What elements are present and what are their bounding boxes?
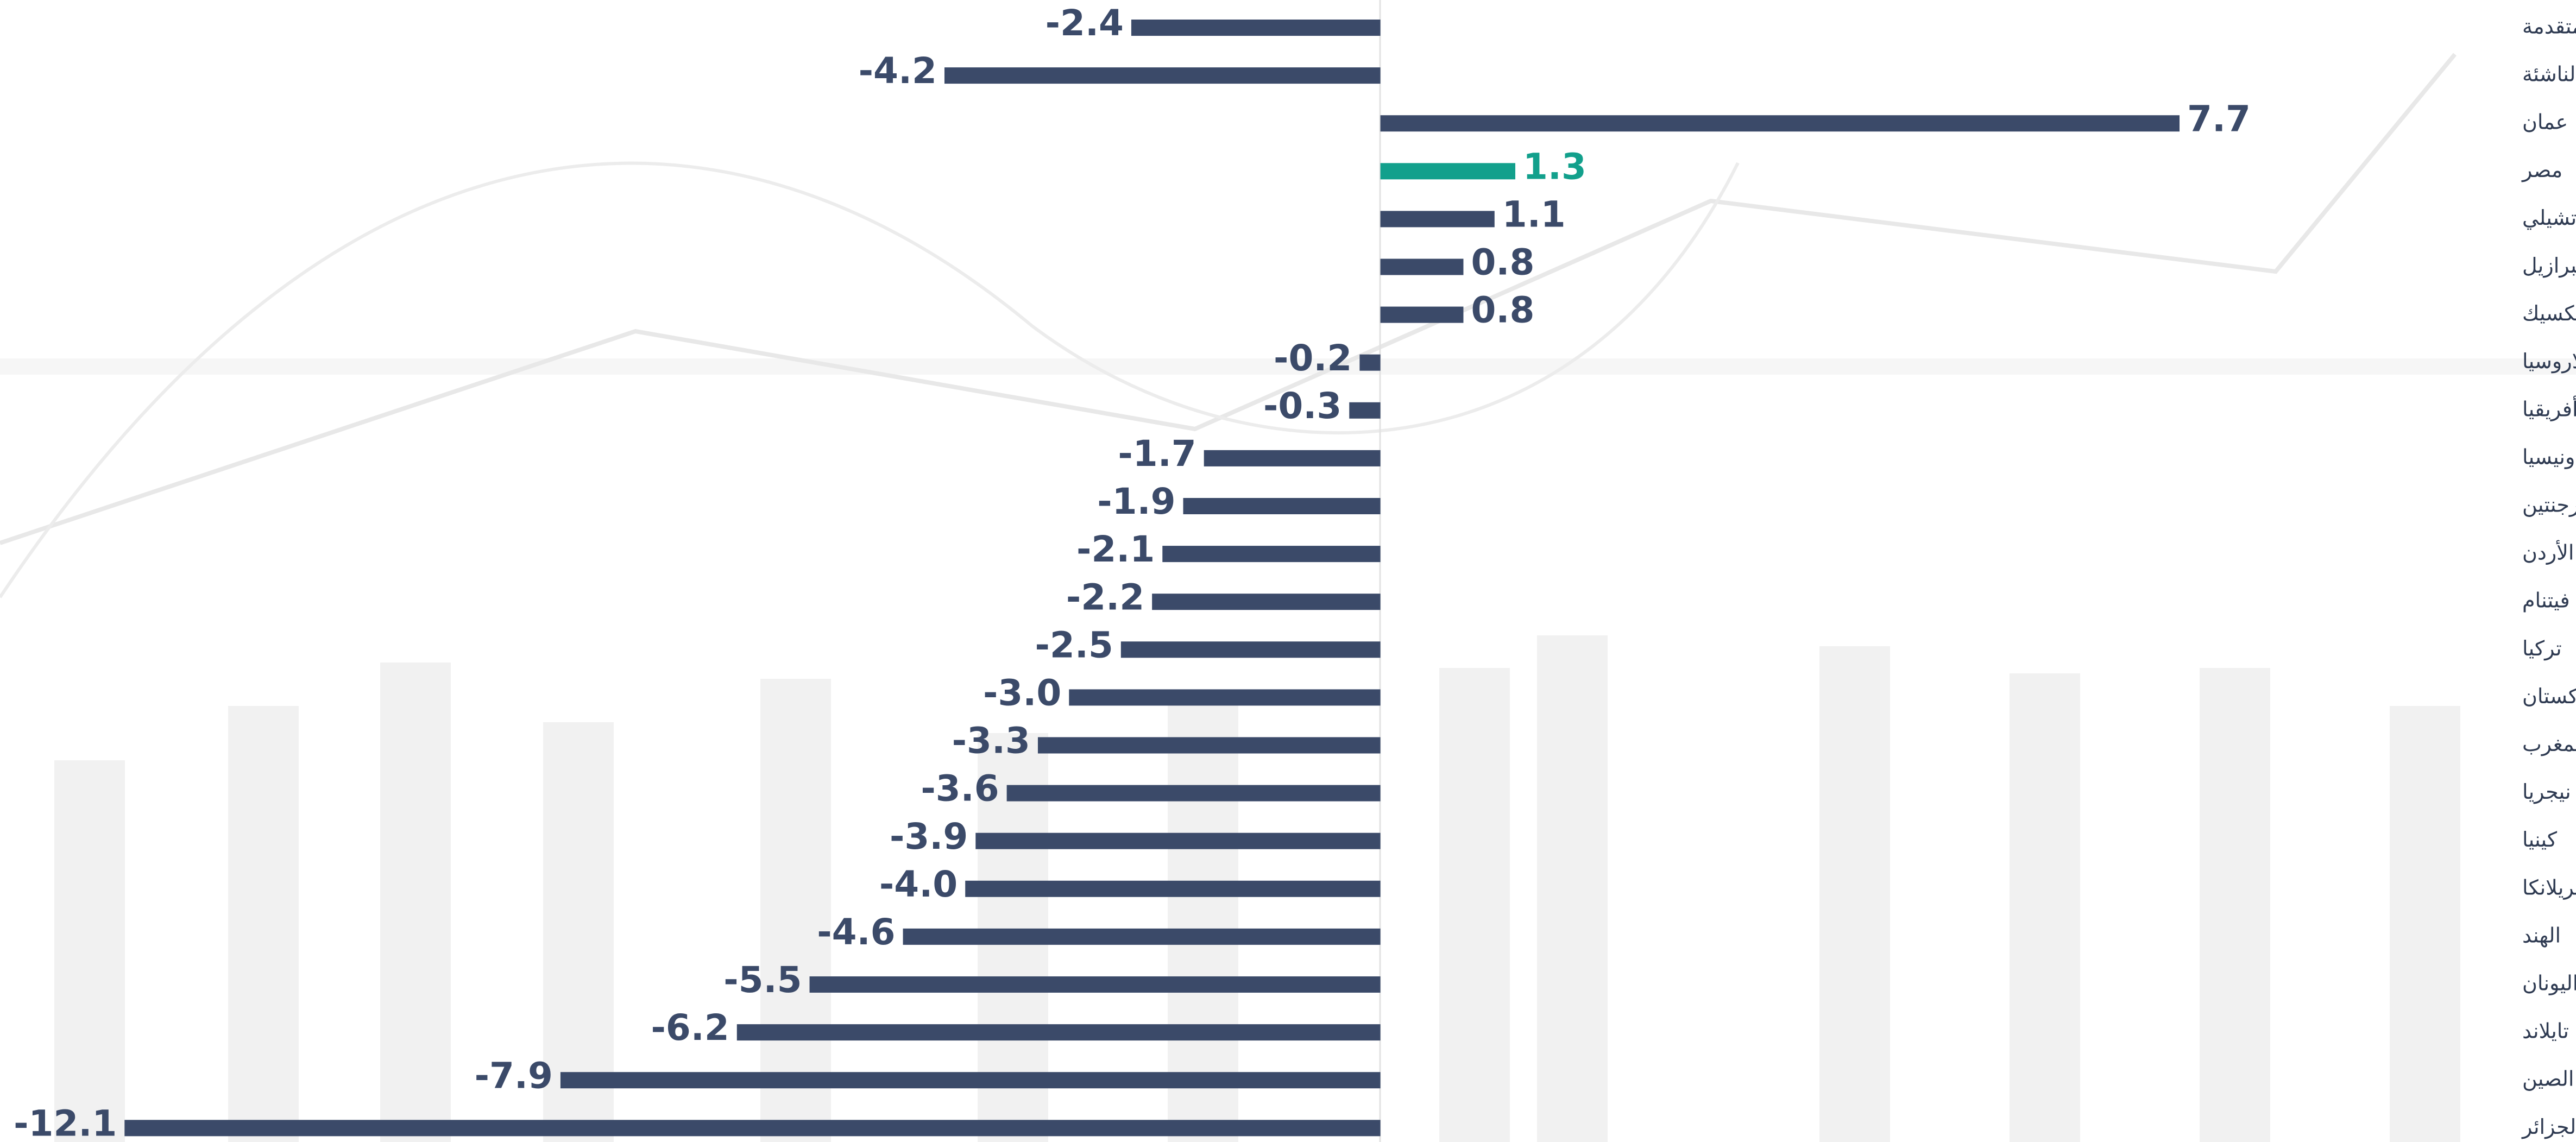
category-label: المكسيك bbox=[2522, 301, 2576, 325]
bar bbox=[1380, 115, 2180, 132]
category-label: الهند bbox=[2522, 923, 2561, 948]
value-label: -2.2 bbox=[1066, 576, 1144, 618]
bar bbox=[975, 832, 1381, 849]
value-label: 0.8 bbox=[1471, 242, 1534, 283]
value-label: -3.0 bbox=[983, 672, 1061, 714]
category-label: كينيا bbox=[2522, 828, 2558, 851]
value-label: -2.4 bbox=[1045, 2, 1124, 44]
category-label: بلاروسيا bbox=[2522, 349, 2576, 374]
category-label: الدول الناشئة bbox=[2522, 62, 2576, 87]
value-label: -1.7 bbox=[1118, 433, 1196, 475]
bar bbox=[1380, 163, 1516, 180]
value-label: -3.9 bbox=[890, 816, 968, 857]
bar bbox=[944, 67, 1381, 84]
bar bbox=[736, 1024, 1381, 1041]
category-label: إندونيسيا bbox=[2522, 445, 2576, 469]
category-label: نيجريا bbox=[2522, 780, 2571, 804]
bar bbox=[903, 928, 1381, 945]
category-label: الدول المتقدمة bbox=[2522, 15, 2576, 39]
bar bbox=[1152, 594, 1381, 610]
value-label: -12.1 bbox=[14, 1102, 117, 1142]
value-label: -4.2 bbox=[859, 50, 937, 92]
bar bbox=[1380, 211, 1495, 228]
value-label: -5.5 bbox=[723, 959, 802, 1001]
category-label: مصر bbox=[2521, 158, 2562, 182]
bar bbox=[1006, 785, 1381, 802]
value-label: -3.3 bbox=[952, 720, 1030, 762]
value-label: -1.9 bbox=[1097, 481, 1175, 522]
value-label: 1.3 bbox=[1523, 146, 1586, 187]
background-decoration bbox=[0, 53, 2576, 1142]
category-label: سيريلانكا bbox=[2522, 875, 2576, 900]
category-label: باكستان bbox=[2522, 684, 2576, 708]
value-label: -6.2 bbox=[651, 1007, 729, 1049]
category-label: الأردن bbox=[2522, 540, 2574, 565]
category-label: الأرجنتين bbox=[2522, 492, 2576, 518]
category-label: الجزائر bbox=[2521, 1115, 2576, 1139]
bar bbox=[1069, 689, 1381, 706]
category-label: تايلاند bbox=[2522, 1019, 2569, 1043]
bar bbox=[1380, 306, 1464, 323]
category-label: اليونان bbox=[2522, 971, 2576, 996]
value-label: -3.6 bbox=[921, 768, 999, 810]
bar bbox=[560, 1072, 1381, 1089]
value-label: -2.5 bbox=[1035, 624, 1113, 666]
bar bbox=[809, 976, 1381, 993]
category-label: تشيلي bbox=[2522, 206, 2576, 230]
category-label: البرازيل bbox=[2522, 254, 2576, 278]
bar bbox=[124, 1120, 1381, 1137]
value-label: -2.1 bbox=[1076, 528, 1155, 570]
category-label: الصين bbox=[2522, 1067, 2574, 1091]
value-label: -4.0 bbox=[879, 863, 958, 905]
value-label: -0.3 bbox=[1263, 385, 1341, 427]
bar bbox=[1204, 450, 1381, 466]
category-label: عمان bbox=[2522, 110, 2568, 134]
bar bbox=[1359, 354, 1381, 371]
bar bbox=[1131, 20, 1381, 36]
bar bbox=[1183, 498, 1381, 514]
value-label: -4.6 bbox=[817, 911, 895, 953]
category-label: جنوب أفريقيا bbox=[2522, 395, 2576, 421]
value-label: 7.7 bbox=[2187, 98, 2251, 140]
value-label: 1.1 bbox=[1502, 193, 1566, 235]
bar bbox=[1162, 546, 1381, 563]
bar bbox=[1037, 737, 1381, 754]
value-label: 0.8 bbox=[1471, 289, 1534, 331]
value-label: -0.2 bbox=[1274, 337, 1352, 379]
bar bbox=[965, 880, 1381, 897]
bar bbox=[1349, 402, 1381, 419]
value-label: -7.9 bbox=[475, 1055, 553, 1096]
bar bbox=[1380, 258, 1464, 275]
bar bbox=[1120, 641, 1381, 658]
category-label: المغرب bbox=[2522, 732, 2576, 756]
category-label: تركيا bbox=[2522, 636, 2562, 661]
category-label: فيتنام bbox=[2522, 589, 2570, 613]
